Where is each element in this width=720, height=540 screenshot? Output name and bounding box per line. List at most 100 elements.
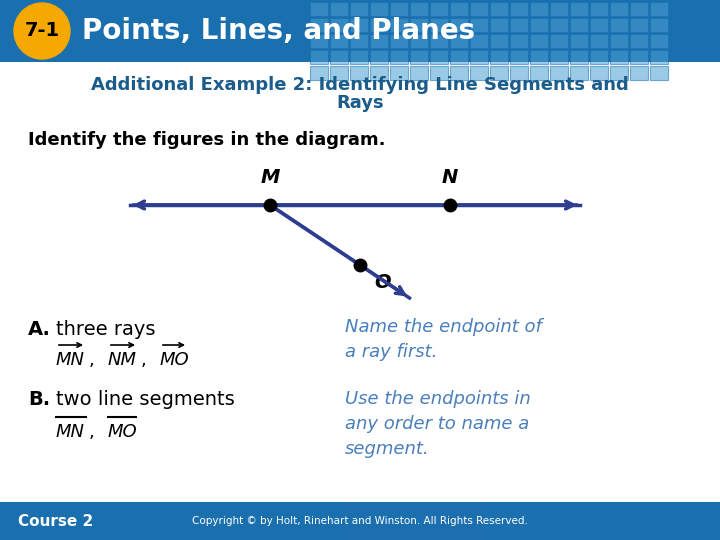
Bar (108, 502, 126, 540)
FancyBboxPatch shape (330, 33, 348, 48)
FancyBboxPatch shape (629, 65, 647, 79)
Bar (234, 502, 252, 540)
FancyBboxPatch shape (549, 65, 567, 79)
FancyBboxPatch shape (590, 65, 608, 79)
FancyBboxPatch shape (469, 17, 487, 31)
FancyBboxPatch shape (629, 33, 647, 48)
FancyBboxPatch shape (510, 50, 528, 64)
Text: Course 2: Course 2 (18, 514, 94, 529)
Text: Additional Example 2: Identifying Line Segments and: Additional Example 2: Identifying Line S… (91, 76, 629, 94)
FancyBboxPatch shape (610, 2, 628, 16)
Bar (558, 502, 576, 540)
FancyBboxPatch shape (529, 17, 547, 31)
Bar (0, 0, 720, 62)
Bar (504, 502, 522, 540)
Bar (288, 502, 306, 540)
FancyBboxPatch shape (469, 50, 487, 64)
FancyBboxPatch shape (310, 65, 328, 79)
Text: Name the endpoint of
a ray first.: Name the endpoint of a ray first. (345, 318, 542, 361)
FancyBboxPatch shape (390, 17, 408, 31)
Bar (0, 502, 18, 540)
FancyBboxPatch shape (390, 33, 408, 48)
FancyBboxPatch shape (649, 65, 667, 79)
Bar (612, 502, 630, 540)
FancyBboxPatch shape (310, 2, 328, 16)
FancyBboxPatch shape (430, 17, 448, 31)
Text: Use the endpoints in
any order to name a
segment.: Use the endpoints in any order to name a… (345, 390, 531, 458)
FancyBboxPatch shape (430, 50, 448, 64)
FancyBboxPatch shape (310, 33, 328, 48)
FancyBboxPatch shape (490, 17, 508, 31)
Bar (576, 502, 594, 540)
FancyBboxPatch shape (590, 2, 608, 16)
FancyBboxPatch shape (570, 33, 588, 48)
FancyBboxPatch shape (369, 33, 387, 48)
Bar (666, 502, 684, 540)
FancyBboxPatch shape (549, 33, 567, 48)
FancyBboxPatch shape (330, 65, 348, 79)
Bar (540, 502, 558, 540)
FancyBboxPatch shape (629, 2, 647, 16)
Text: Identify the figures in the diagram.: Identify the figures in the diagram. (28, 131, 385, 149)
Text: MO: MO (160, 351, 189, 369)
Bar (306, 502, 324, 540)
Bar (486, 502, 504, 540)
FancyBboxPatch shape (649, 2, 667, 16)
FancyBboxPatch shape (490, 2, 508, 16)
FancyBboxPatch shape (410, 50, 428, 64)
Bar (252, 502, 270, 540)
Bar (36, 502, 54, 540)
FancyBboxPatch shape (469, 33, 487, 48)
FancyBboxPatch shape (330, 2, 348, 16)
FancyBboxPatch shape (469, 2, 487, 16)
FancyBboxPatch shape (510, 33, 528, 48)
FancyBboxPatch shape (490, 50, 508, 64)
FancyBboxPatch shape (369, 65, 387, 79)
FancyBboxPatch shape (410, 17, 428, 31)
FancyBboxPatch shape (330, 17, 348, 31)
Text: ,: , (89, 423, 95, 441)
FancyBboxPatch shape (549, 2, 567, 16)
FancyBboxPatch shape (629, 17, 647, 31)
FancyBboxPatch shape (529, 2, 547, 16)
Text: Rays: Rays (336, 94, 384, 112)
FancyBboxPatch shape (549, 50, 567, 64)
Bar (198, 502, 216, 540)
Bar (18, 502, 36, 540)
FancyBboxPatch shape (490, 65, 508, 79)
Bar (684, 502, 702, 540)
Bar (216, 502, 234, 540)
Bar (594, 502, 612, 540)
FancyBboxPatch shape (430, 65, 448, 79)
FancyBboxPatch shape (349, 33, 367, 48)
FancyBboxPatch shape (449, 65, 467, 79)
FancyBboxPatch shape (369, 17, 387, 31)
FancyBboxPatch shape (449, 33, 467, 48)
FancyBboxPatch shape (349, 50, 367, 64)
FancyBboxPatch shape (529, 33, 547, 48)
Text: B.: B. (28, 390, 50, 409)
FancyBboxPatch shape (649, 33, 667, 48)
Bar (180, 502, 198, 540)
Bar (72, 502, 90, 540)
Bar (432, 502, 450, 540)
Text: ,: , (89, 351, 95, 369)
FancyBboxPatch shape (590, 50, 608, 64)
Bar (396, 502, 414, 540)
Text: M: M (261, 168, 279, 187)
FancyBboxPatch shape (349, 65, 367, 79)
FancyBboxPatch shape (349, 17, 367, 31)
Bar (54, 502, 72, 540)
Bar (0, 502, 720, 540)
FancyBboxPatch shape (310, 50, 328, 64)
FancyBboxPatch shape (330, 50, 348, 64)
Bar (270, 502, 288, 540)
Bar (324, 502, 342, 540)
FancyBboxPatch shape (430, 33, 448, 48)
Bar (468, 502, 486, 540)
Bar (414, 502, 432, 540)
FancyBboxPatch shape (610, 65, 628, 79)
FancyBboxPatch shape (410, 65, 428, 79)
Text: MO: MO (108, 423, 138, 441)
FancyBboxPatch shape (570, 2, 588, 16)
